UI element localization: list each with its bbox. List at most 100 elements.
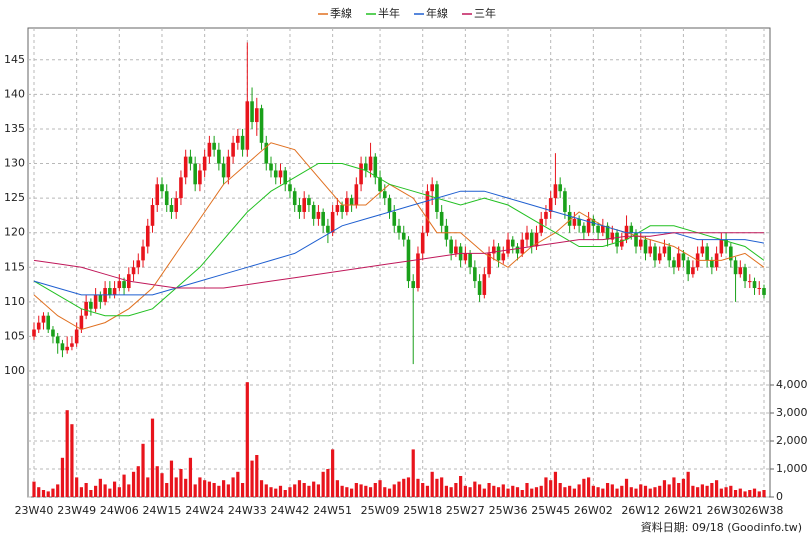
candle-body (752, 281, 757, 289)
candle-body (164, 191, 169, 206)
candle-body (420, 232, 425, 254)
candle-body (667, 246, 671, 261)
volume-bar (587, 477, 591, 497)
volume-bar (667, 484, 671, 497)
volume-bar (610, 484, 614, 497)
volume-bar (331, 449, 335, 497)
volume-bar (312, 481, 316, 497)
candle-body (676, 253, 681, 268)
volume-bar (582, 478, 586, 497)
candle-body (382, 191, 387, 199)
volume-bar (250, 460, 254, 497)
volume-bar (368, 487, 373, 497)
candle-body (615, 232, 619, 247)
volume-bar (51, 488, 55, 497)
candle-body (160, 184, 164, 192)
volume-bar (373, 483, 377, 497)
candle-body (634, 232, 638, 247)
x-tick-label: 25W36 (489, 504, 528, 517)
volume-bar (354, 483, 358, 497)
volume-bar (274, 488, 278, 497)
candle-body (553, 184, 558, 199)
candle-body (373, 156, 378, 178)
volume-bar (639, 484, 643, 497)
volume-bar (340, 485, 344, 497)
candle-body (60, 343, 65, 351)
candle-body (84, 301, 88, 316)
volume-bar (255, 455, 259, 497)
candle-body (311, 205, 316, 219)
ma-line (33, 232, 764, 289)
candle-body (131, 267, 136, 275)
volume-bar (544, 477, 548, 497)
volume-bar (70, 424, 74, 497)
volume-bar (264, 484, 268, 497)
x-tick-label: 25W09 (361, 504, 400, 517)
volume-bar (482, 488, 486, 497)
y-tick-label: 110 (4, 295, 25, 308)
y2-tick-label: 0 (776, 490, 783, 503)
volume-bar (549, 480, 553, 497)
candle-body (212, 142, 216, 150)
volume-bar (463, 485, 467, 497)
y-tick-label: 130 (4, 157, 25, 170)
x-tick-label: 24W42 (271, 504, 310, 517)
candle-body (378, 177, 382, 192)
y2-tick-label: 2,000 (776, 434, 808, 447)
candle-body (174, 198, 179, 212)
volume-bar (98, 478, 102, 497)
volume-bar (525, 483, 529, 497)
volume-bar (259, 480, 264, 497)
volume-bar (89, 490, 93, 497)
candle-body (155, 184, 160, 206)
x-tick-label: 26W02 (574, 504, 613, 517)
candle-body (55, 336, 60, 344)
volume-bar (349, 488, 354, 497)
volume-bar (302, 483, 306, 497)
volume-bar (757, 491, 761, 497)
candle-body (401, 232, 406, 240)
volume-bar (236, 471, 240, 497)
volume-bar (634, 488, 638, 497)
candle-body (236, 135, 240, 143)
candle-body (468, 253, 472, 268)
candle-body (202, 156, 207, 171)
candle-body (349, 198, 354, 206)
volume-bar (364, 485, 368, 497)
candle-body (762, 288, 766, 295)
candle-body (662, 246, 667, 254)
volume-bar (79, 487, 84, 497)
volume-bar (198, 477, 202, 497)
volume-bar (710, 483, 714, 497)
x-tick-label: 24W24 (185, 504, 224, 517)
candle-body (672, 260, 676, 268)
candle-body (506, 239, 510, 254)
candle-body (539, 218, 544, 233)
y-tick-label: 105 (4, 329, 25, 342)
volume-bar (150, 418, 155, 497)
candle-body (563, 191, 567, 212)
candle-body (492, 246, 496, 254)
candle-body (51, 329, 55, 337)
candle-body (416, 253, 420, 289)
candle-body (259, 108, 264, 143)
candle-body (724, 239, 728, 247)
candle-body (653, 246, 657, 261)
volume-bar (473, 481, 477, 497)
candle-body (302, 198, 306, 212)
candle-body (36, 322, 41, 330)
candle-body (326, 225, 330, 233)
volume-bar (32, 481, 36, 497)
candle-body (477, 281, 482, 295)
candle-body (89, 301, 93, 309)
candle-body (406, 239, 411, 282)
volume-bar (46, 491, 50, 497)
volume-bar (653, 487, 657, 497)
volume-bar (65, 410, 69, 497)
y-tick-label: 100 (4, 364, 25, 377)
candle-body (705, 246, 709, 261)
candle-body (619, 239, 624, 247)
candle-body (643, 239, 648, 254)
candle-body (733, 260, 738, 275)
candle-body (501, 253, 506, 261)
